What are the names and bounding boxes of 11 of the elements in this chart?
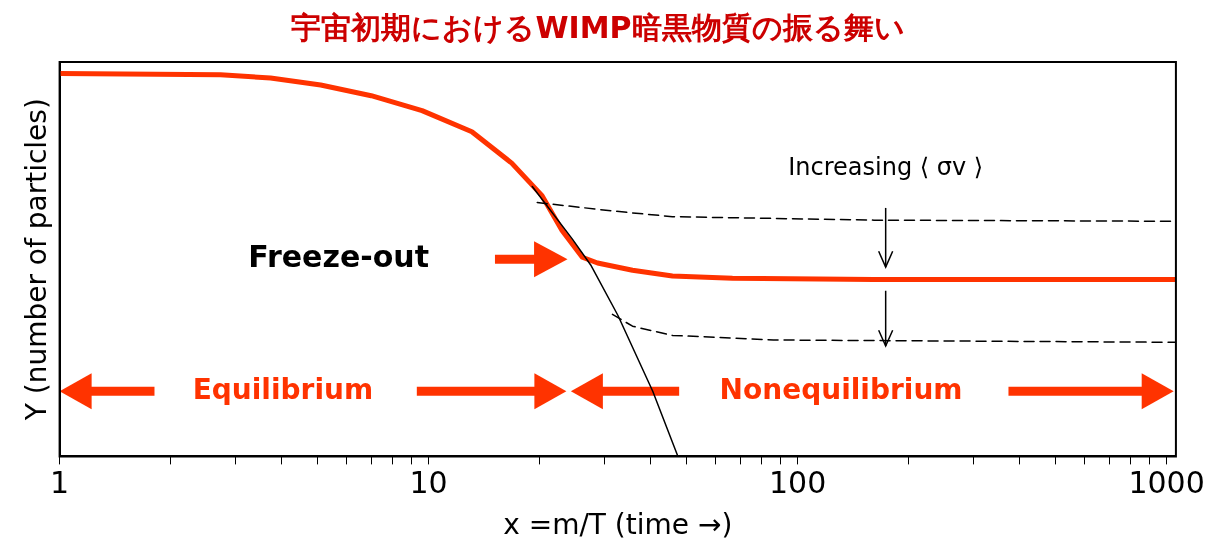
x-tick-label: 10: [409, 465, 448, 501]
annotation: Freeze-out: [248, 239, 429, 274]
annotation: Increasing ⟨ σv ⟩: [788, 152, 984, 181]
x-axis-title: x =m/T (time →): [503, 508, 733, 542]
x-tick-label: 1000: [1128, 465, 1205, 501]
annotation: Nonequilibrium: [719, 372, 963, 406]
x-tick-label: 1: [50, 465, 70, 501]
y-axis-title: Y (number of particles): [20, 98, 54, 422]
annotation: Equilibrium: [192, 372, 374, 406]
chart-title: 宇宙初期におけるWIMP暗黒物質の振る舞い: [291, 9, 905, 45]
x-tick-label: 100: [768, 465, 827, 501]
